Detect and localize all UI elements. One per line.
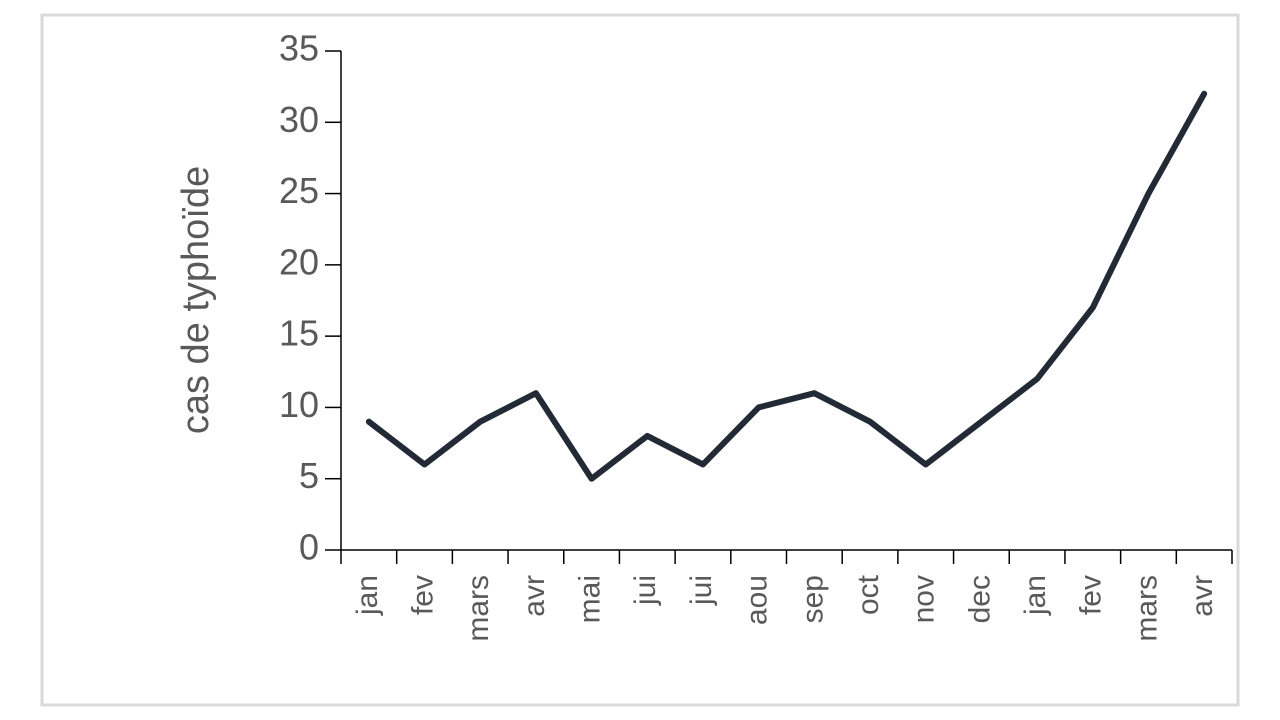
y-tick-label: 20 [279,241,319,282]
x-tick-label: mars [462,575,495,642]
y-tick-label: 5 [299,455,319,496]
x-tick-label: sep [796,575,829,623]
x-tick-label: jui [685,575,718,606]
x-tick-label: fev [1075,575,1108,615]
x-tick-label: nov [908,575,941,623]
y-tick-label: 30 [279,99,319,140]
x-tick-label: jui [629,575,662,606]
x-tick-label: avr [1186,575,1219,617]
y-tick-label: 15 [279,313,319,354]
y-tick-label: 10 [279,384,319,425]
x-tick-label: fev [406,575,439,615]
x-tick-label: aou [741,575,774,625]
x-tick-label: dec [963,575,996,623]
x-tick-label: mars [1130,575,1163,642]
y-tick-label: 25 [279,170,319,211]
chart-border [40,13,1240,707]
y-axis-title: cas de typhoïde [175,166,217,434]
x-tick-label: jan [351,575,384,616]
x-tick-label: avr [518,575,551,617]
x-tick-label: jan [1019,575,1052,616]
x-tick-label: oct [852,574,885,615]
y-tick-label: 0 [299,527,319,568]
y-tick-label: 35 [279,28,319,69]
x-tick-label: mai [574,575,607,623]
data-line [365,90,1208,482]
